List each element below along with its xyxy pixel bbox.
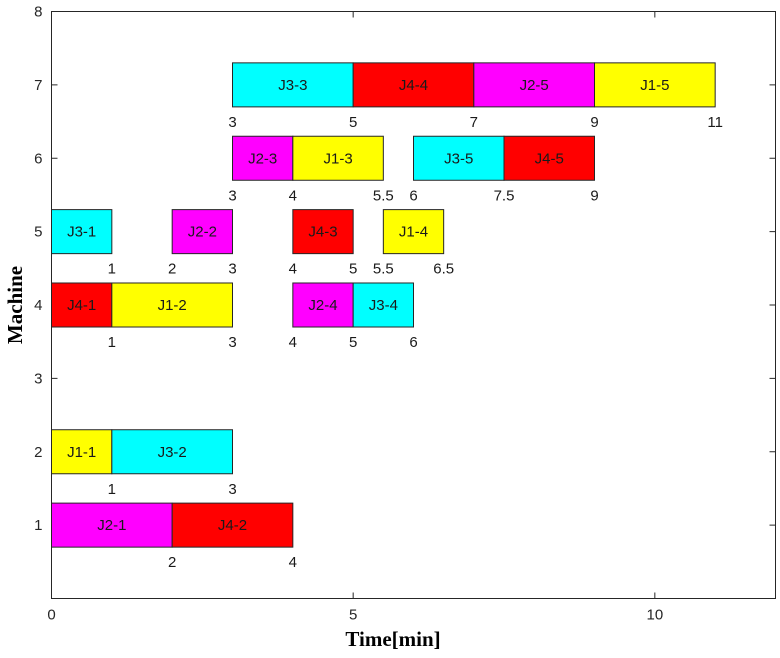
time-annotation: 5 bbox=[349, 114, 357, 131]
operation-label: J2-5 bbox=[520, 77, 549, 94]
time-annotation: 4 bbox=[289, 554, 297, 571]
operation-bar-j2-5 bbox=[473, 62, 596, 108]
operation-label: J4-4 bbox=[399, 77, 428, 94]
time-annotation: 4 bbox=[289, 187, 297, 204]
time-annotation: 3 bbox=[228, 261, 236, 278]
operation-bar-j4-1 bbox=[51, 282, 113, 328]
time-annotation: 3 bbox=[228, 187, 236, 204]
operation-label: J1-3 bbox=[323, 150, 352, 167]
operation-label: J3-5 bbox=[444, 150, 473, 167]
y-tick-label: 6 bbox=[34, 150, 42, 167]
operation-label: J3-1 bbox=[67, 224, 96, 241]
operation-bar-j3-1 bbox=[51, 209, 113, 255]
time-annotation: 3 bbox=[228, 114, 236, 131]
time-annotation: 1 bbox=[108, 481, 116, 498]
operation-bar-j3-5 bbox=[413, 135, 505, 181]
operation-label: J4-5 bbox=[535, 150, 564, 167]
time-annotation: 9 bbox=[590, 187, 598, 204]
y-tick-label: 8 bbox=[34, 4, 42, 21]
operation-label: J4-3 bbox=[308, 224, 337, 241]
time-annotation: 5.5 bbox=[373, 187, 394, 204]
time-annotation: 4 bbox=[289, 334, 297, 351]
time-annotation: 7.5 bbox=[494, 187, 515, 204]
operation-label: J1-4 bbox=[399, 224, 428, 241]
operation-label: J3-3 bbox=[278, 77, 307, 94]
operation-label: J1-2 bbox=[158, 297, 187, 314]
operation-label: J2-2 bbox=[188, 224, 217, 241]
operation-label: J2-3 bbox=[248, 150, 277, 167]
time-annotation: 2 bbox=[168, 261, 176, 278]
time-annotation: 2 bbox=[168, 554, 176, 571]
operation-bar-j1-3 bbox=[292, 135, 384, 181]
time-annotation: 4 bbox=[289, 261, 297, 278]
operation-label: J3-2 bbox=[158, 444, 187, 461]
y-tick-label: 4 bbox=[34, 297, 42, 314]
time-annotation: 3 bbox=[228, 334, 236, 351]
y-tick-label: 7 bbox=[34, 77, 42, 94]
time-annotation: 6 bbox=[409, 187, 417, 204]
time-annotation: 9 bbox=[590, 114, 598, 131]
operation-bar-j2-3 bbox=[232, 135, 294, 181]
operation-bar-j4-3 bbox=[292, 209, 354, 255]
operation-bar-j3-2 bbox=[111, 429, 233, 475]
time-annotation: 11 bbox=[707, 114, 723, 131]
operation-label: J4-1 bbox=[67, 297, 96, 314]
time-annotation: 1 bbox=[108, 334, 116, 351]
x-axis-title: Time[min] bbox=[345, 627, 440, 651]
x-tick-label: 5 bbox=[349, 607, 357, 624]
y-tick-label: 2 bbox=[34, 444, 42, 461]
operation-bars: J2-1 J4-2 J1-1 J3-2 J4-1 J1-2 J2-4 J3-4 J3-1 J2-2… bbox=[51, 62, 716, 548]
operation-bar-j1-5 bbox=[594, 62, 716, 108]
time-annotation: 5 bbox=[349, 261, 357, 278]
operation-bar-j2-2 bbox=[171, 209, 234, 255]
operation-label: J1-1 bbox=[67, 444, 96, 461]
x-tick-label: 0 bbox=[47, 607, 55, 624]
operation-bar-j3-4 bbox=[352, 282, 414, 328]
operation-label: J3-4 bbox=[369, 297, 398, 314]
y-tick-label: 5 bbox=[34, 224, 42, 241]
operation-bar-j2-4 bbox=[292, 282, 354, 328]
y-tick-label: 1 bbox=[34, 517, 42, 534]
operation-label: J1-5 bbox=[640, 77, 669, 94]
time-annotation: 3 bbox=[228, 481, 236, 498]
x-tick-label: 10 bbox=[646, 607, 663, 624]
time-annotation: 5 bbox=[349, 334, 357, 351]
operation-label: J2-1 bbox=[97, 517, 126, 534]
operation-label: J4-2 bbox=[218, 517, 247, 534]
time-annotations: 2 4 1 3 1 3 4 5 6 1 2 3 4 5 5.5 6.5 3 4 5.5 6 7.5 9 3 5 7 9 11 bbox=[108, 114, 723, 571]
time-annotation: 6 bbox=[409, 334, 417, 351]
operation-label: J2-4 bbox=[308, 297, 337, 314]
operation-bar-j3-3 bbox=[232, 62, 354, 108]
operation-bar-j1-2 bbox=[111, 282, 233, 328]
operation-bar-j1-4 bbox=[382, 209, 445, 255]
operation-bar-j4-2 bbox=[171, 502, 294, 548]
y-axis-title: Machine bbox=[3, 266, 27, 344]
operation-bar-j4-4 bbox=[352, 62, 475, 108]
time-annotation: 6.5 bbox=[433, 261, 454, 278]
y-tick-label: 3 bbox=[34, 370, 42, 387]
time-annotation: 1 bbox=[108, 261, 116, 278]
time-annotation: 7 bbox=[470, 114, 478, 131]
operation-bar-j4-5 bbox=[503, 135, 595, 181]
time-annotation: 5.5 bbox=[373, 261, 394, 278]
